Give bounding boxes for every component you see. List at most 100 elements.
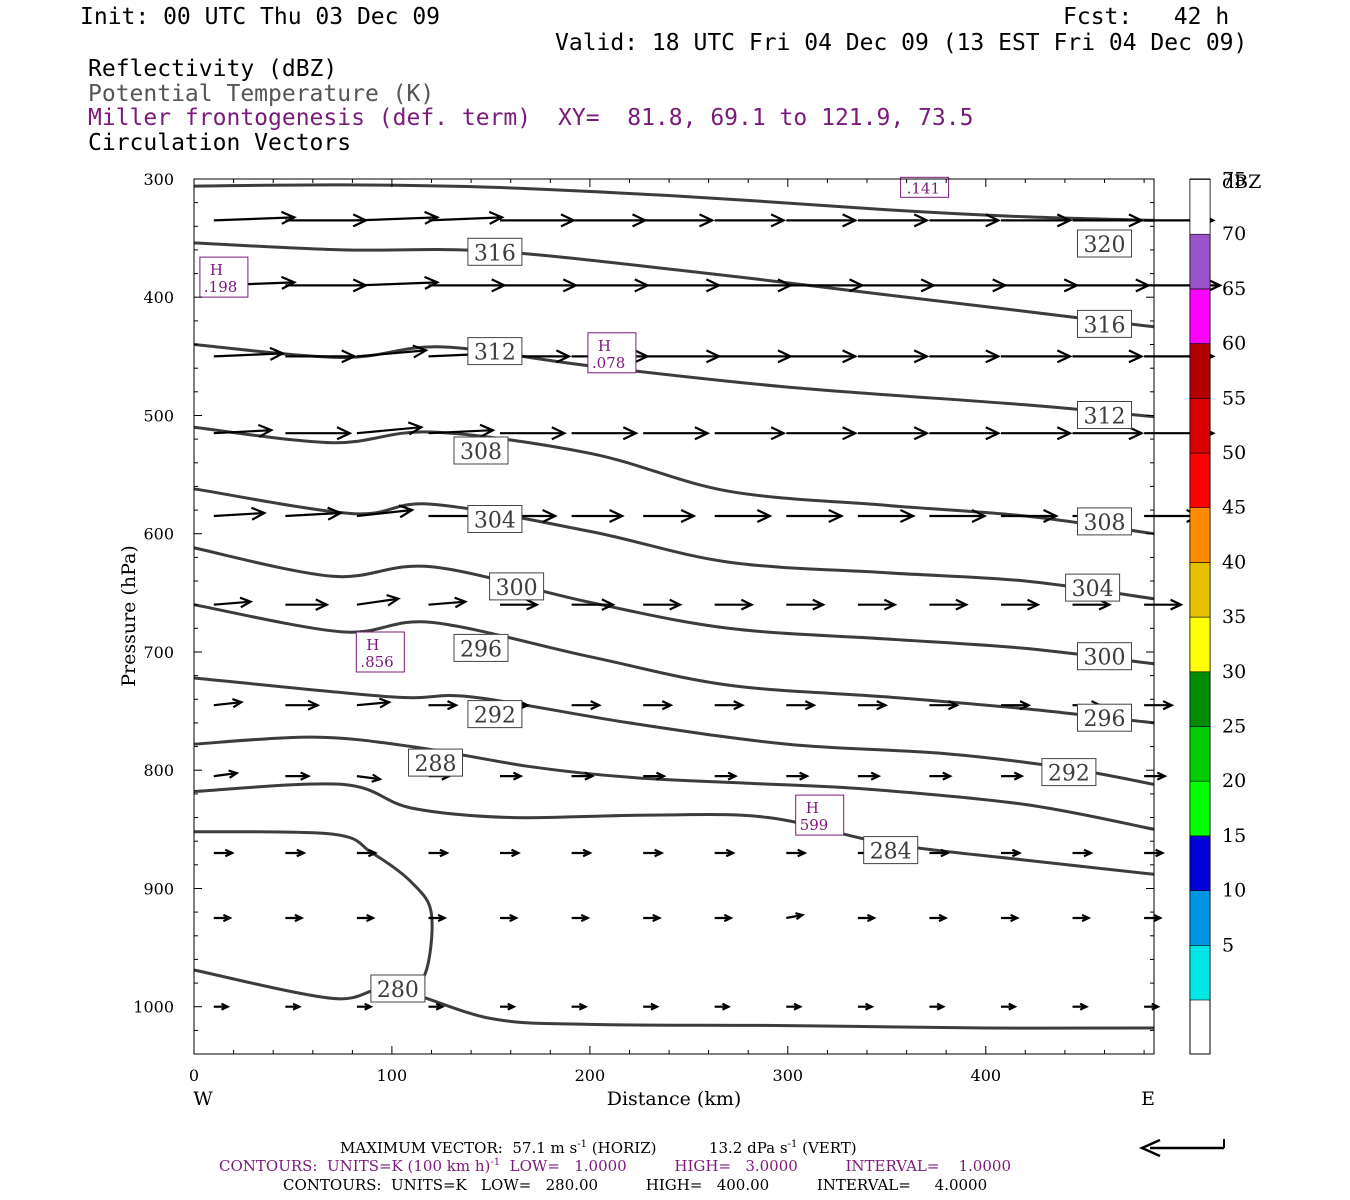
- field-reflectivity: Reflectivity (dBZ): [88, 56, 338, 82]
- circulation-vector: [857, 278, 937, 293]
- colorbar-label-60: 60: [1222, 333, 1246, 355]
- colorbar-cell-30: [1189, 671, 1211, 727]
- circulation-vector: [285, 913, 305, 923]
- circulation-vector: [857, 213, 930, 228]
- circulation-vector: [714, 213, 787, 228]
- circulation-vector: [786, 1002, 803, 1011]
- circulation-vector: [1001, 426, 1073, 441]
- contours-frontogenesis-line: CONTOURS: UNITS=K (100 km h)-1 LOW= 1.00…: [219, 1157, 1011, 1175]
- colorbar-cell-40: [1189, 562, 1211, 618]
- circulation-vector: [1072, 426, 1145, 441]
- circulation-vector: [285, 506, 344, 521]
- circulation-vector: [929, 598, 969, 611]
- circulation-vector: [213, 913, 233, 923]
- circulation-vector: [857, 349, 930, 364]
- colorbar-label-70: 70: [1222, 223, 1246, 245]
- init-time: Init: 00 UTC Thu 03 Dec 09: [80, 4, 441, 30]
- max-vector-vert: 13.2 dPa s: [708, 1139, 788, 1157]
- circulation-vector: [571, 598, 616, 611]
- circulation-vector: [213, 423, 274, 438]
- circulation-vector: [786, 848, 808, 858]
- circulation-vector: [1001, 771, 1025, 781]
- x-axis-label: Distance (km): [607, 1088, 742, 1110]
- colorbar-label-15: 15: [1222, 825, 1246, 847]
- circulation-vector: [929, 426, 1001, 441]
- colorbar-label-55: 55: [1222, 387, 1246, 409]
- contour-label-304: 304: [467, 505, 523, 534]
- svg-text:316: 316: [474, 241, 516, 266]
- axes: 300 400 500 600 700 800 900 1000 0 100 200 300 400: [133, 170, 1154, 1085]
- circulation-vector: [643, 771, 667, 781]
- colorbar-cell-65: [1189, 288, 1211, 344]
- plot-frame: [193, 178, 1155, 1055]
- circulation-vector: [714, 913, 734, 923]
- circulation-vector: [500, 913, 519, 923]
- circulation-vector: [643, 349, 722, 364]
- circulation-vector: [929, 913, 949, 923]
- contour-label-280: 280: [370, 974, 426, 1003]
- colorbar-unit: dBZ: [1222, 171, 1261, 193]
- colorbar-label-10: 10: [1222, 880, 1246, 902]
- circulation-vector: [213, 506, 267, 521]
- circulation-vector: [285, 848, 307, 858]
- circulation-vector: [571, 509, 625, 523]
- circulation-vector: [1144, 598, 1184, 611]
- contour-labels: 320 316 316 312 312 308 308 304 304 300 300 296 296 2…: [370, 229, 1132, 1003]
- circulation-vector: [1001, 848, 1022, 858]
- frontogenesis-max-letter: H: [210, 261, 223, 279]
- circulation-vector: [428, 700, 459, 711]
- max-vector-horiz: MAXIMUM VECTOR: 57.1 m s: [340, 1139, 578, 1157]
- circulation-vector: [643, 509, 697, 523]
- circulation-vector: [857, 700, 889, 711]
- circulation-vector: [356, 421, 424, 436]
- circulation-vector: [857, 913, 877, 923]
- field-circulation-vectors: Circulation Vectors: [88, 130, 352, 156]
- circulation-vector: [929, 771, 953, 781]
- svg-text:312: 312: [1084, 405, 1126, 430]
- svg-text:304: 304: [474, 509, 516, 534]
- y-tick-label: 900: [143, 880, 174, 899]
- colorbar-label-45: 45: [1222, 497, 1246, 519]
- contour-label-316: 316: [467, 237, 523, 266]
- max-vector-line: MAXIMUM VECTOR: 57.1 m s-1 (HORIZ) 13.2 …: [340, 1139, 857, 1157]
- theta-contour-284: [193, 782, 1155, 876]
- circulation-vector: [786, 349, 858, 364]
- circulation-vector: [1001, 278, 1080, 293]
- circulation-vector: [356, 848, 378, 858]
- circulation-vector: [643, 213, 715, 228]
- contours-frontogenesis-exp: -1: [490, 1157, 501, 1168]
- svg-text:320: 320: [1084, 233, 1126, 258]
- circulation-vector: [857, 426, 930, 441]
- contour-label-300: 300: [1077, 642, 1132, 671]
- circulation-vector: [786, 912, 805, 921]
- circulation-vector: [1001, 349, 1073, 364]
- contour-label-292: 292: [467, 700, 523, 729]
- circulation-vector: [571, 700, 602, 711]
- circulation-vector: [356, 697, 392, 709]
- theta-contour-292: [193, 676, 1155, 786]
- max-vector-vert-exp: -1: [787, 1139, 798, 1150]
- contours-frontogenesis-range: LOW= 1.0000 HIGH= 3.0000 INTERVAL= 1.000…: [500, 1157, 1011, 1175]
- theta-contour-308: [193, 425, 1155, 536]
- svg-text:300: 300: [496, 576, 538, 601]
- circulation-vector: [428, 278, 507, 293]
- circulation-vector: [1001, 913, 1020, 923]
- circulation-vector: [643, 848, 665, 858]
- circulation-vector: [643, 700, 674, 711]
- circulation-vector: [1001, 598, 1041, 611]
- frontogenesis-max-.141: .141: [900, 176, 950, 198]
- frontogenesis-max-letter: H: [598, 337, 611, 355]
- circulation-vector: [571, 278, 651, 293]
- x-tick-label: 300: [773, 1066, 804, 1085]
- circulation-vector: [643, 1002, 660, 1011]
- circulation-vector: [643, 278, 722, 293]
- frontogenesis-max-.078: H.078: [587, 332, 637, 374]
- colorbar-label-75: 75: [1222, 169, 1246, 191]
- circulation-vector: [285, 426, 353, 441]
- forecast-hour: Fcst: 42 h: [1063, 4, 1230, 30]
- colorbar-cell-50: [1189, 452, 1211, 509]
- y-axis-label: Pressure (hPa): [118, 545, 140, 687]
- circulation-vector: [213, 346, 286, 361]
